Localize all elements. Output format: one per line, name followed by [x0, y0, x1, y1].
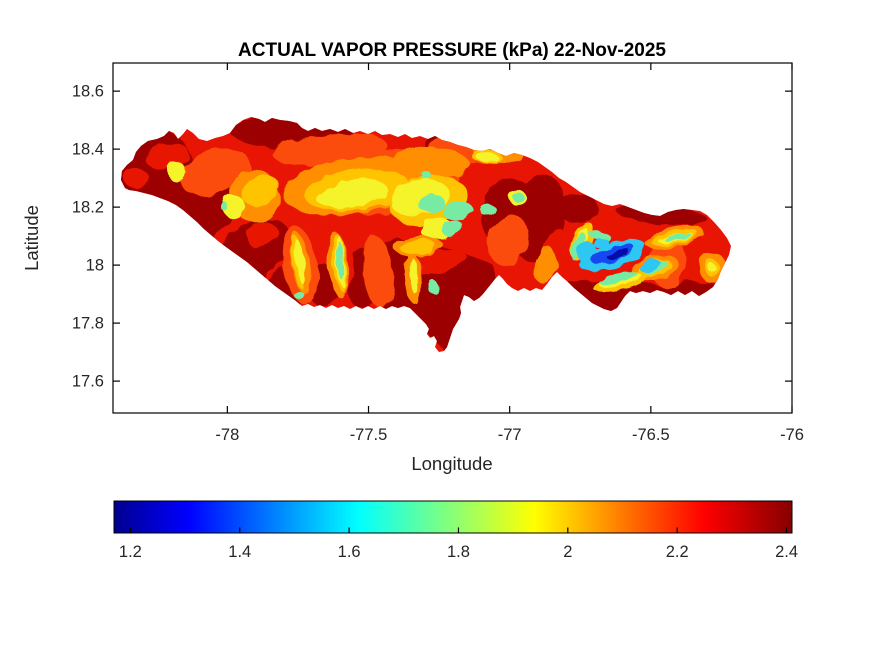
y-axis-label: Latitude — [21, 205, 42, 271]
contour-region-darkred — [558, 193, 598, 223]
contour-region-green — [295, 292, 305, 300]
contour-region-cyan — [577, 241, 595, 263]
contour-region-yellow — [708, 264, 716, 272]
y-tick-labels: 18.6 18.4 18.2 18 17.8 17.6 — [72, 83, 104, 391]
axes-box — [112, 62, 793, 414]
colorbar-tick-label: 1.6 — [338, 543, 361, 561]
contour-region-yellow — [316, 179, 388, 209]
jamaica-contour-fill — [121, 117, 731, 352]
colorbar-tick-label: 1.2 — [119, 543, 142, 561]
y-tick-label: 17.6 — [72, 373, 104, 391]
contour-region-green — [570, 233, 586, 259]
contour-region-navy — [606, 248, 630, 260]
contour-region-green — [479, 203, 495, 215]
contour-region-red — [408, 249, 468, 275]
contour-region-green — [419, 194, 445, 214]
x-tick-labels: -78 -77.5 -77 -76.5 -76 — [215, 426, 804, 444]
x-tick-label: -76 — [780, 426, 804, 444]
contour-region-green — [513, 193, 525, 203]
axis-ticks — [113, 63, 793, 413]
contour-band-navy — [606, 248, 630, 260]
contour-region-green — [588, 231, 612, 241]
y-tick-label: 17.8 — [72, 315, 104, 333]
colorbar — [113, 500, 793, 534]
contour-region-green — [443, 201, 473, 221]
contour-region-green — [441, 220, 463, 236]
contour-region-green — [598, 272, 638, 284]
x-tick-label: -78 — [215, 426, 239, 444]
x-tick-label: -77 — [498, 426, 522, 444]
contour-region-green — [429, 281, 439, 295]
y-tick-label: 18 — [86, 257, 104, 275]
x-tick-label: -77.5 — [350, 426, 388, 444]
contour-region-orange — [394, 146, 470, 178]
colorbar-ticks — [129, 527, 788, 533]
contour-region-yellow — [168, 162, 186, 182]
contour-region-red — [590, 213, 654, 239]
contour-region-red — [246, 222, 278, 248]
contour-region-yelloworange — [240, 175, 280, 205]
x-axis-label: Longitude — [411, 453, 492, 474]
contour-region-yellow — [410, 258, 418, 294]
colorbar-tick-label: 1.8 — [447, 543, 470, 561]
y-tick-label: 18.4 — [72, 141, 104, 159]
colorbar-tick-label: 2.4 — [775, 543, 798, 561]
y-tick-label: 18.6 — [72, 83, 104, 101]
contour-region-green — [422, 172, 432, 180]
contour-region-yelloworange — [400, 239, 436, 255]
contour-region-yellow — [294, 238, 306, 286]
contour-region-cyan — [639, 260, 661, 272]
colorbar-tick-label: 2.2 — [666, 543, 689, 561]
y-tick-label: 18.2 — [72, 199, 104, 217]
contour-region-orangered — [180, 147, 250, 197]
contour-region-orangered — [487, 214, 529, 266]
contour-region-yellow — [222, 195, 246, 219]
colorbar-labels: 1.2 1.4 1.6 1.8 2 2.2 2.4 — [119, 543, 798, 561]
contour-region-red — [123, 169, 149, 187]
contour-region-yellow — [475, 151, 499, 163]
plot-title: ACTUAL VAPOR PRESSURE (kPa) 22-Nov-2025 — [238, 40, 666, 61]
contour-region-orangered — [362, 236, 394, 308]
contour-region-green — [221, 202, 229, 212]
contour-region-green — [337, 241, 345, 281]
contour-region-green — [664, 232, 692, 242]
contour-region-cyan — [592, 237, 608, 247]
contour-region-orange — [533, 247, 557, 283]
colorbar-tick-label: 1.4 — [228, 543, 251, 561]
x-tick-label: -76.5 — [632, 426, 670, 444]
colorbar-tick-label: 2 — [563, 543, 572, 561]
